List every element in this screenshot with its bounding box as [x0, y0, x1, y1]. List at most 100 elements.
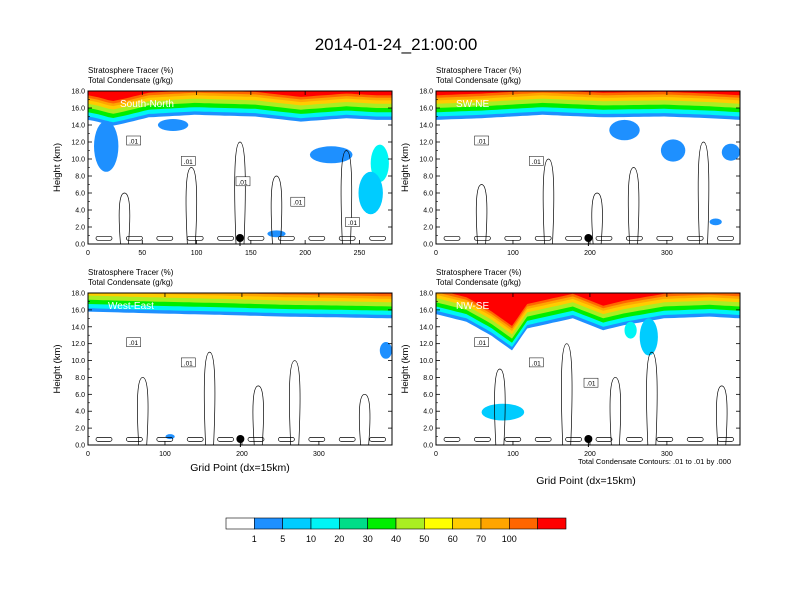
x-tick-label: 100 — [507, 250, 519, 257]
y-tick-label: 8.0 — [423, 375, 433, 382]
y-tick-label: 14.0 — [71, 123, 85, 130]
contour-line — [561, 343, 573, 446]
y-tick-label: 16.0 — [71, 307, 85, 314]
contour-boundary-layer — [717, 437, 734, 442]
location-marker — [584, 435, 593, 443]
colorbar-swatch — [537, 517, 567, 530]
y-tick-label: 6.0 — [75, 191, 85, 198]
contour-line — [270, 175, 283, 245]
colorbar-label: 70 — [476, 534, 486, 544]
panel-west-east: .01 .01 0.0 2.0 4.0 6.0 8.0 10.0 12.0 14.0 16.0 18.… — [52, 268, 393, 458]
contour-boundary-layer — [186, 235, 204, 241]
y-tick-label: 16.0 — [419, 106, 433, 113]
contour-line — [358, 393, 371, 446]
contour-label: .01 — [129, 340, 138, 347]
contour-boundary-layer — [686, 437, 704, 442]
contour-label-box — [474, 337, 489, 347]
contour-boundary-layer — [217, 235, 234, 241]
contour-line — [494, 368, 506, 446]
condensate-contours — [95, 351, 386, 446]
panel-header-tracer: Stratosphere Tracer (%) — [88, 268, 174, 277]
x-tick-label: 0 — [434, 250, 438, 257]
tracer-blob — [309, 146, 353, 164]
contour-label: .01 — [293, 200, 302, 207]
y-tick-label: 14.0 — [71, 324, 85, 331]
tracer-blob — [709, 218, 722, 226]
contour-boundary-layer — [186, 437, 204, 442]
panel-south-north: .01 .01 .01 .01 .01 0.0 2.0 4.0 6.0 8.0 10.0 12.0 14… — [52, 66, 393, 257]
colorbar-label: 100 — [502, 534, 517, 544]
y-axis-label: Height (km) — [400, 143, 411, 192]
y-tick-label: 16.0 — [71, 106, 85, 113]
contour-label: .01 — [184, 159, 193, 166]
x-tick-label: 300 — [313, 451, 325, 458]
location-marker — [236, 435, 245, 443]
contour-label-box — [290, 196, 306, 207]
contour-line — [252, 385, 264, 446]
contour-boundary-layer — [95, 437, 113, 442]
y-tick-label: 14.0 — [419, 324, 433, 331]
colorbar-swatch — [424, 517, 453, 530]
y-tick-label: 18.0 — [419, 89, 433, 96]
colorbar-swatch — [310, 517, 340, 530]
y-tick-label: 0.0 — [423, 443, 433, 450]
tracer-blob — [94, 120, 119, 172]
y-tick-label: 10.0 — [71, 358, 85, 365]
colorbar-label: 10 — [306, 534, 316, 544]
contour-boundary-layer — [443, 437, 461, 442]
contour-label: .01 — [348, 220, 357, 227]
y-tick-label: 2.0 — [423, 426, 433, 433]
panel-title: South-North — [120, 99, 174, 110]
colorbar-label: 30 — [363, 534, 373, 544]
tracer-band — [88, 293, 392, 297]
contour-boundary-layer — [595, 235, 613, 241]
contour-label: .01 — [477, 139, 486, 146]
contour-label-box — [126, 337, 141, 347]
contour-boundary-layer — [369, 235, 386, 241]
tracer-band — [436, 293, 740, 326]
tracer-blob — [165, 434, 175, 440]
colorbar-swatch — [452, 517, 482, 530]
contour-boundary-layer — [126, 437, 143, 442]
y-axis-label: Height (km) — [400, 344, 411, 393]
x-tick-label: 200 — [584, 451, 596, 458]
y-tick-label: 4.0 — [423, 208, 433, 215]
contour-boundary-layer — [247, 235, 265, 241]
y-tick-label: 10.0 — [71, 157, 85, 164]
contour-boundary-layer — [338, 437, 356, 442]
location-marker — [236, 234, 244, 242]
x-tick-label: 100 — [191, 250, 203, 257]
contour-boundary-layer — [95, 235, 113, 241]
contour-line — [542, 158, 555, 245]
y-tick-label: 14.0 — [419, 123, 433, 130]
y-tick-label: 8.0 — [75, 375, 85, 382]
contour-line — [609, 377, 622, 446]
tracer-blob — [639, 318, 658, 356]
y-tick-label: 4.0 — [75, 409, 85, 416]
panel-header-tracer: Stratosphere Tracer (%) — [88, 66, 174, 75]
x-tick-label: 250 — [354, 250, 366, 257]
y-tick-label: 0.0 — [423, 242, 433, 249]
figure-title: 2014-01-24_21:00:00 — [315, 35, 478, 54]
tracer-blob — [609, 119, 640, 141]
x-tick-label: 200 — [236, 451, 248, 458]
colorbar-label: 5 — [280, 534, 285, 544]
x-axis-label-left: Grid Point (dx=15km) — [190, 462, 290, 474]
y-tick-label: 2.0 — [75, 225, 85, 232]
contour-label-box — [583, 377, 599, 388]
colorbar-label: 50 — [419, 534, 429, 544]
tracer-shading — [436, 293, 740, 445]
contour-boundary-layer — [308, 235, 326, 241]
contour-label: .01 — [586, 381, 595, 388]
y-tick-label: 10.0 — [419, 157, 433, 164]
colorbar-swatch — [282, 517, 312, 530]
tracer-blob — [660, 139, 686, 162]
tracer-blob — [157, 119, 189, 131]
contour-boundary-layer — [656, 437, 674, 442]
panel-header-condensate: Total Condensate (g/kg) — [436, 76, 521, 85]
contour-label-box — [474, 135, 489, 146]
tracer-blob — [358, 171, 383, 215]
contour-label-box — [529, 156, 544, 166]
contour-boundary-layer — [626, 235, 643, 241]
contour-line — [646, 351, 658, 446]
